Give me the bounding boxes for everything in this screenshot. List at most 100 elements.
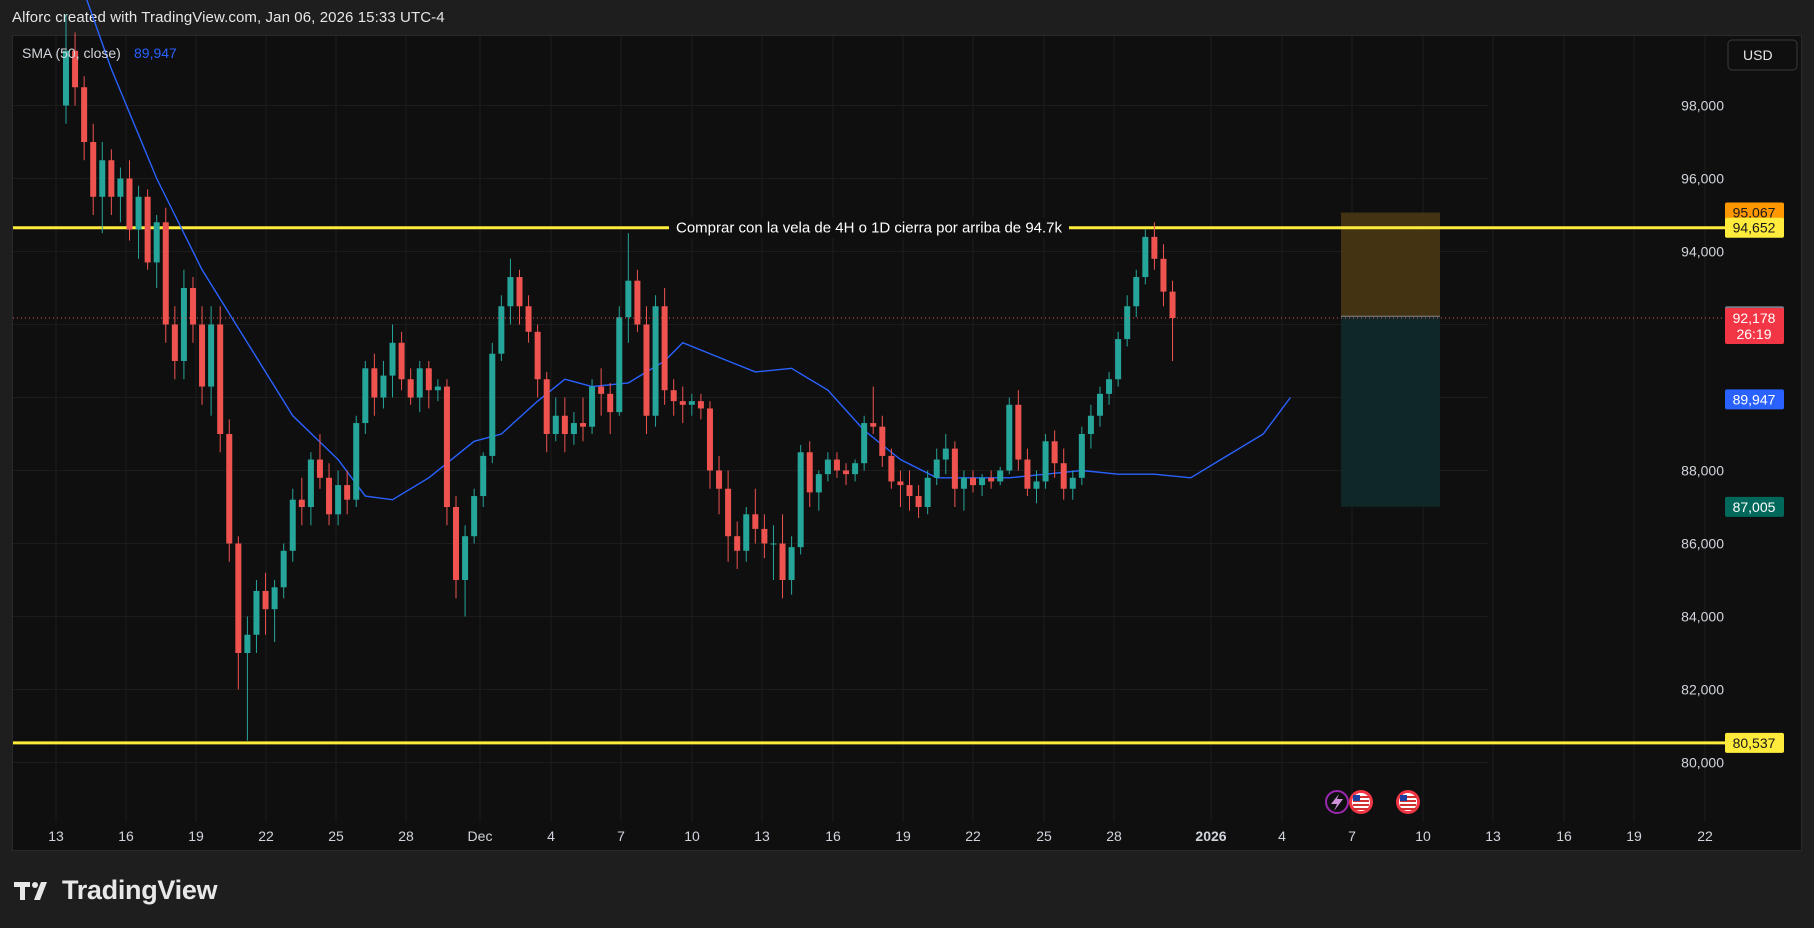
candle	[516, 269, 523, 325]
candle	[326, 463, 333, 526]
candle	[679, 386, 686, 424]
price-label-text: 95,067	[1733, 205, 1776, 221]
candle	[63, 14, 69, 124]
candle-body	[761, 528, 768, 544]
candle	[1015, 390, 1022, 471]
candle-body	[652, 306, 659, 416]
candle-body	[117, 178, 124, 197]
candle-body	[525, 306, 532, 332]
flag-canton	[1400, 795, 1407, 801]
candle	[144, 189, 151, 270]
currency-button[interactable]: USD	[1727, 39, 1798, 71]
candle	[1078, 426, 1085, 486]
price-label: 87,005	[1725, 496, 1784, 517]
y-tick-label: 88,000	[1681, 463, 1724, 479]
event-icons	[1325, 790, 1420, 814]
candle-body	[1142, 236, 1149, 278]
candle	[1033, 470, 1040, 504]
candle-body	[235, 543, 242, 653]
candle-body	[1133, 277, 1140, 307]
candle	[180, 269, 187, 380]
chart-grid	[13, 36, 1706, 822]
candle	[716, 455, 723, 515]
x-tick-label: 16	[1556, 828, 1572, 844]
x-tick-label: 19	[1626, 828, 1642, 844]
candle-body	[425, 368, 432, 391]
candle	[81, 76, 88, 161]
candle	[380, 361, 387, 409]
us-flag-icon[interactable]	[1396, 790, 1420, 814]
x-tick-label: 4	[547, 828, 555, 844]
price-label-bg	[1725, 732, 1784, 753]
candle	[462, 525, 469, 617]
candle	[117, 167, 124, 223]
us-flag-icon[interactable]	[1349, 790, 1373, 814]
candle	[706, 401, 713, 489]
candle	[407, 368, 414, 405]
candle-body	[743, 514, 750, 551]
candle-body	[271, 587, 278, 610]
annotation-text: Comprar con la vela de 4H o 1D cierra po…	[676, 220, 1063, 237]
chart-panel[interactable]	[12, 35, 1802, 851]
sma-path	[86, 0, 1292, 501]
candle	[507, 258, 514, 325]
price-label: 94,652	[1725, 217, 1784, 238]
candle	[1024, 448, 1031, 497]
price-label: 95,067	[1725, 202, 1784, 223]
candle-body	[380, 375, 387, 398]
candle-body	[616, 317, 623, 413]
candle-body	[1069, 477, 1076, 489]
candle	[843, 463, 850, 486]
candle-body	[915, 496, 922, 507]
candle	[933, 448, 940, 486]
flag-stripe	[1353, 808, 1369, 810]
candle	[1006, 397, 1013, 475]
countdown-text: 26:19	[1736, 326, 1771, 342]
candle	[1169, 280, 1176, 361]
candle	[1096, 386, 1103, 427]
candle	[579, 397, 586, 442]
candle-body	[634, 280, 641, 325]
lightning-bolt	[1331, 794, 1343, 811]
candle	[335, 470, 342, 526]
candle-body	[870, 423, 877, 427]
candle-body	[507, 277, 514, 307]
candle	[852, 459, 859, 482]
candle-body	[72, 50, 79, 88]
currency-button-frame	[1727, 39, 1798, 71]
candle	[425, 361, 432, 409]
candle	[552, 397, 559, 442]
price-label-bg	[1725, 217, 1784, 238]
candle-body	[180, 288, 187, 361]
flag-stripe	[1400, 796, 1416, 798]
flag-stripe	[1353, 804, 1369, 806]
x-tick-label: 4	[1278, 828, 1286, 844]
candle-body	[797, 452, 804, 548]
x-tick-label: 16	[825, 828, 841, 844]
lightning-icon-ring	[1325, 790, 1349, 814]
candle-body	[1169, 291, 1176, 319]
y-tick-label: 84,000	[1681, 609, 1724, 625]
candle-body	[416, 368, 423, 398]
x-tick-label: 13	[48, 828, 64, 844]
candle-body	[1006, 404, 1013, 471]
annotation-bg	[669, 217, 1069, 238]
candle-body	[326, 477, 333, 515]
candle-body	[1033, 481, 1040, 489]
candle	[833, 452, 840, 478]
candle	[988, 470, 995, 489]
candle	[480, 452, 487, 507]
candle-body	[189, 288, 196, 325]
candle	[915, 485, 922, 518]
candle	[815, 470, 822, 511]
candle-body	[262, 590, 269, 610]
price-label-text: 94,652	[1733, 220, 1776, 236]
x-tick-label: 28	[398, 828, 414, 844]
candle	[761, 514, 768, 559]
candle-body	[316, 459, 323, 478]
candle	[688, 393, 695, 416]
candle	[1124, 295, 1131, 347]
candle-body	[942, 448, 949, 460]
